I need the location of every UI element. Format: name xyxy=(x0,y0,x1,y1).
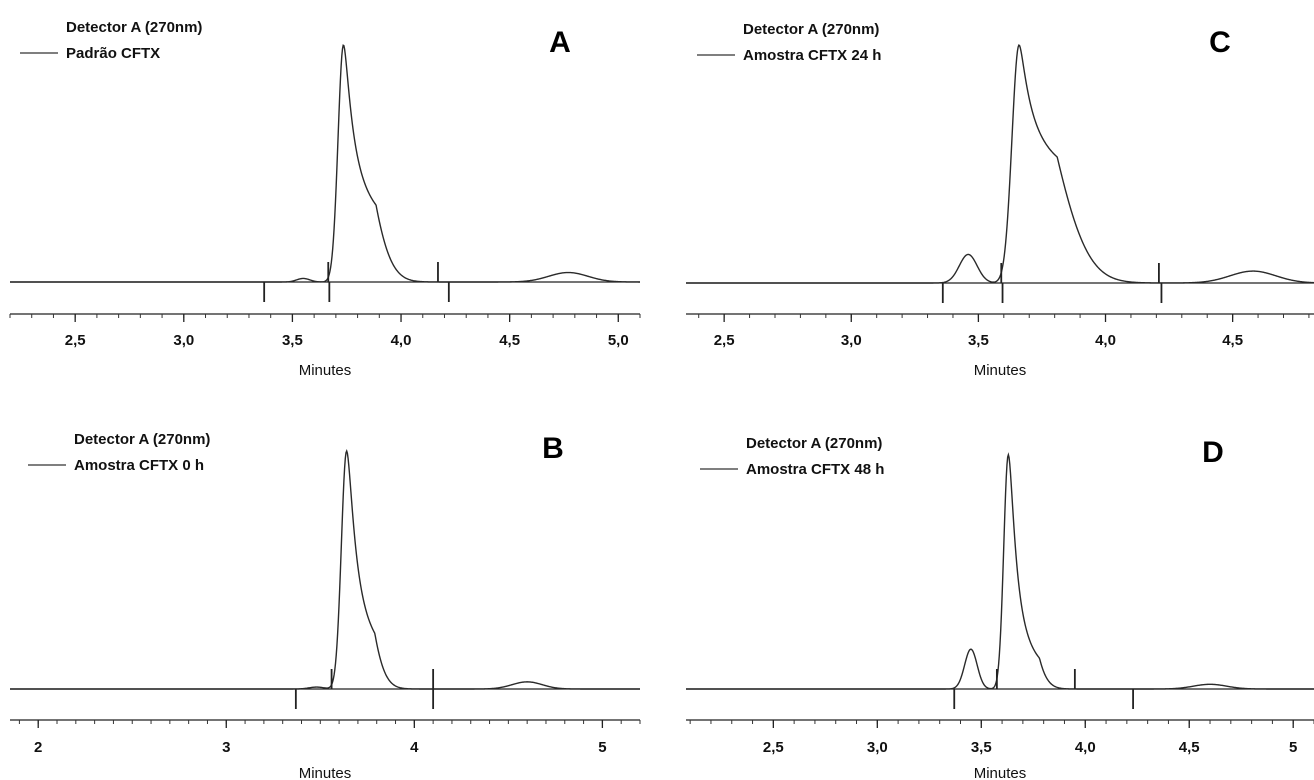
tick-label: 5 xyxy=(598,739,606,756)
tick-label: 4,5 xyxy=(1179,739,1200,756)
tick-label: 3,5 xyxy=(968,332,989,349)
trace-line xyxy=(10,44,640,283)
tick-label: 3 xyxy=(222,739,230,756)
panel-b: 2 3 4 5 Minutes Detector A (270nm) Amostra CFT… xyxy=(10,431,641,780)
tick-label: 5,0 xyxy=(608,332,629,349)
trace-line xyxy=(10,449,640,690)
panel-letter: D xyxy=(1202,436,1224,469)
legend-title: Detector A (270nm) xyxy=(74,431,210,448)
panel-a: 2,5 3,0 3,5 4,0 4,5 5,0 Minutes Detector A (270… xyxy=(9,19,641,379)
legend-title: Detector A (270nm) xyxy=(66,19,202,36)
tick-label: 3,5 xyxy=(282,332,303,349)
tick-label: 4,0 xyxy=(391,332,412,349)
tick-label: 2,5 xyxy=(763,739,784,756)
legend-title: Detector A (270nm) xyxy=(746,435,882,452)
x-axis-title: Minutes xyxy=(299,362,352,379)
x-axis-title: Minutes xyxy=(299,765,352,780)
x-axis-title: Minutes xyxy=(974,765,1027,780)
tick-label: 4,5 xyxy=(499,332,520,349)
tick-label: 4 xyxy=(410,739,419,756)
tick-label: 2,5 xyxy=(714,332,735,349)
trace-line xyxy=(686,452,1314,690)
x-axis-title: Minutes xyxy=(974,362,1027,379)
legend-label: Amostra CFTX 0 h xyxy=(74,457,204,474)
legend-label: Amostra CFTX 48 h xyxy=(746,461,884,478)
trace-line xyxy=(686,44,1314,284)
tick-label: 2,5 xyxy=(65,332,86,349)
panel-letter: B xyxy=(542,432,564,465)
tick-label: 3,0 xyxy=(867,739,888,756)
tick-label: 2 xyxy=(34,739,42,756)
legend-label: Amostra CFTX 24 h xyxy=(743,47,881,64)
legend-title: Detector A (270nm) xyxy=(743,21,879,38)
tick-label: 3,0 xyxy=(173,332,194,349)
legend-label: Padrão CFTX xyxy=(66,45,160,62)
panel-letter: A xyxy=(549,26,571,59)
panel-d: 2,5 3,0 3,5 4,0 4,5 5 Minutes Detector A (270nm… xyxy=(686,435,1314,780)
tick-label: 3,5 xyxy=(971,739,992,756)
panel-letter: C xyxy=(1209,26,1231,59)
tick-label: 5 xyxy=(1289,739,1297,756)
tick-label: 4,0 xyxy=(1075,739,1096,756)
tick-label: 4,5 xyxy=(1222,332,1243,349)
tick-label: 4,0 xyxy=(1095,332,1116,349)
panel-c: 2,5 3,0 3,5 4,0 4,5 Minutes Detector A (270nm)… xyxy=(686,21,1314,379)
tick-label: 3,0 xyxy=(841,332,862,349)
